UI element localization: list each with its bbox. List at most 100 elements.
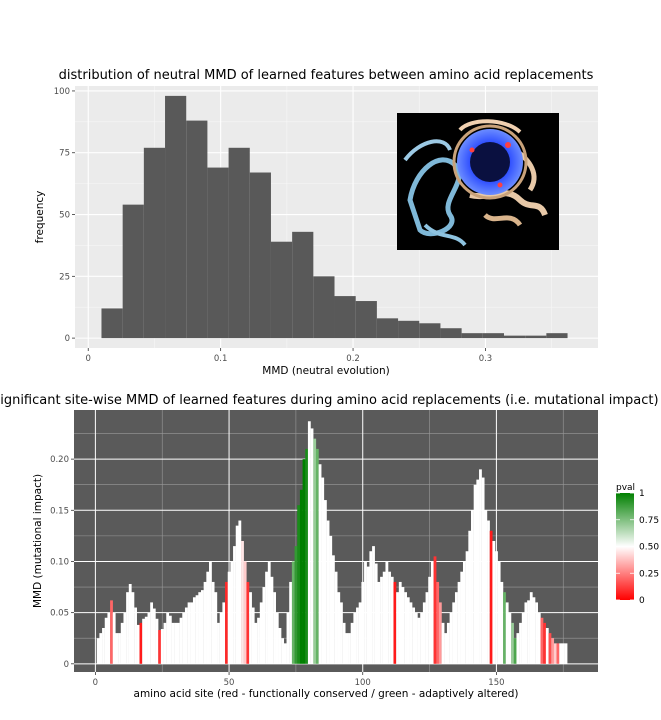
site-bar <box>318 464 322 664</box>
sitewise-x-ticks: 0 50 100 150 <box>93 672 505 688</box>
site-bar <box>511 622 514 664</box>
histogram-bar <box>376 318 399 339</box>
site-bar <box>487 520 490 664</box>
histogram-y-axis-label: frequency <box>34 191 46 244</box>
site-bar <box>174 622 178 664</box>
site-bar <box>404 592 407 664</box>
site-bar <box>503 592 506 664</box>
site-bar <box>275 612 279 664</box>
site-bar <box>195 595 199 664</box>
site-bar <box>152 608 156 664</box>
site-bar <box>361 581 365 664</box>
site-bar <box>372 546 375 664</box>
site-bar <box>460 571 464 664</box>
site-bar <box>473 484 477 664</box>
site-bar <box>131 592 135 664</box>
site-bar <box>513 638 517 664</box>
histogram-bar <box>165 95 187 339</box>
site-bar <box>543 622 547 664</box>
site-bar <box>468 530 472 664</box>
site-bar <box>302 459 306 664</box>
site-bar <box>406 597 410 664</box>
histogram-bar <box>143 147 166 339</box>
histogram-bar <box>461 333 483 339</box>
site-bar <box>495 551 498 664</box>
histogram-bar <box>419 323 441 339</box>
site-bar <box>409 602 413 664</box>
histogram-chart: distribution of neutral MMD of learned f… <box>34 68 598 377</box>
site-bar <box>184 607 188 664</box>
site-bar <box>315 448 319 664</box>
site-bar <box>433 556 437 664</box>
site-bar <box>206 571 210 664</box>
histogram-bar <box>292 231 314 339</box>
site-bar <box>449 612 453 664</box>
site-bar <box>524 602 528 664</box>
legend-tick-label: 0.25 <box>639 569 659 579</box>
histogram-bars <box>101 95 568 339</box>
site-bar <box>251 607 255 664</box>
site-bar <box>559 643 563 664</box>
site-bar <box>118 633 121 664</box>
site-bar <box>198 592 202 664</box>
site-bar <box>112 612 116 664</box>
site-bar <box>430 561 434 664</box>
site-bar <box>382 571 386 664</box>
site-bar <box>377 581 381 664</box>
site-bar <box>150 602 154 664</box>
site-bar <box>537 612 541 664</box>
site-bar <box>190 602 194 664</box>
site-bar <box>326 520 330 664</box>
site-bar <box>219 612 223 664</box>
site-bar <box>313 438 317 664</box>
site-bar <box>243 561 247 664</box>
site-bar <box>412 607 416 664</box>
histogram-bar <box>546 333 568 339</box>
site-bar <box>452 602 456 664</box>
site-bar <box>420 612 424 664</box>
site-bar <box>291 561 295 664</box>
site-bar <box>254 622 258 664</box>
site-bar <box>104 617 108 664</box>
site-bar <box>107 612 111 664</box>
site-bar <box>235 525 239 664</box>
site-bar <box>396 592 399 664</box>
site-bar <box>139 622 143 664</box>
protein-structure-image <box>397 113 559 250</box>
site-bar <box>414 612 418 664</box>
histogram-bar <box>334 296 356 339</box>
site-bar <box>521 612 525 664</box>
histogram-bar <box>228 147 250 339</box>
sitewise-y-axis-label: MMD (mutational impact) <box>32 474 44 608</box>
site-bar <box>179 617 183 664</box>
site-bar <box>401 587 405 664</box>
site-bar <box>535 602 538 664</box>
site-bar <box>110 600 113 664</box>
histogram-bar <box>398 320 420 339</box>
site-bar <box>374 563 378 664</box>
site-bar <box>393 581 397 664</box>
site-bar <box>171 622 175 664</box>
site-bar <box>163 622 167 664</box>
site-bar <box>227 571 231 664</box>
histogram-bar <box>186 120 208 339</box>
site-bar <box>144 616 148 664</box>
site-bar <box>238 520 242 664</box>
site-bar <box>211 581 215 664</box>
site-bar <box>321 477 325 664</box>
site-bar <box>168 615 172 664</box>
site-bar <box>556 643 560 664</box>
site-bar <box>230 561 234 664</box>
site-bar <box>380 576 383 664</box>
histogram-bar <box>482 333 504 339</box>
site-bar <box>142 618 145 664</box>
legend-title: pval <box>616 483 635 493</box>
site-bar <box>364 561 367 664</box>
site-bar <box>417 617 421 664</box>
histogram-bar <box>101 308 123 339</box>
site-bar <box>492 541 496 664</box>
site-bar <box>160 629 164 664</box>
site-bar <box>267 561 271 664</box>
site-bar <box>259 602 263 664</box>
histogram-x-axis-label: MMD (neutral evolution) <box>262 365 389 377</box>
